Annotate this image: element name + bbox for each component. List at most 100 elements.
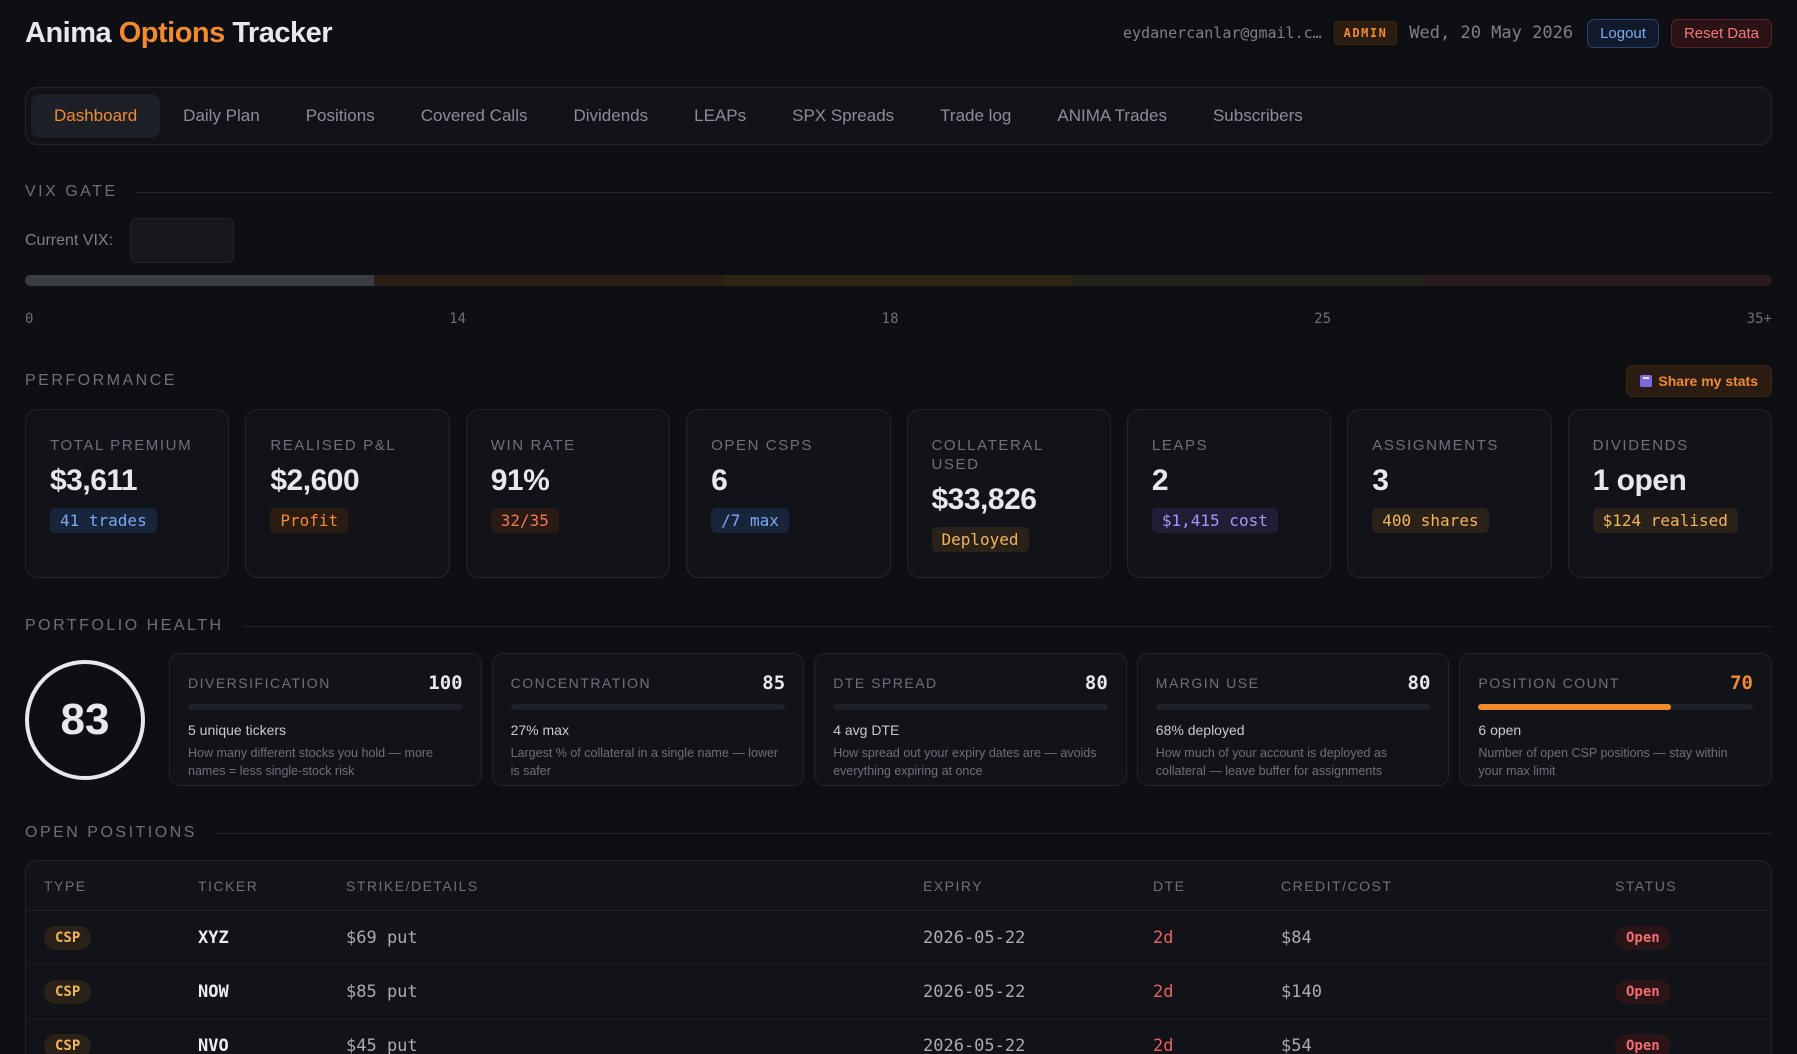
type-cell: CSP (44, 1033, 198, 1054)
tab-anima-trades[interactable]: ANIMA Trades (1057, 106, 1167, 125)
stat-value: 3 (1372, 464, 1389, 497)
table-header: TYPE TICKER STRIKE/DETAILS EXPIRY DTE CREDIT/… (26, 861, 1771, 911)
column-header: DTE (1153, 877, 1186, 894)
dte-cell: 2d (1153, 927, 1174, 948)
stat-value: 1 open (1592, 464, 1687, 497)
table-row[interactable]: CSP XYZ $69 put 2026-05-22 2d $84 Open (26, 911, 1771, 965)
tab-dashboard[interactable]: Dashboard (31, 94, 161, 138)
stat-badge: 32/35 (490, 508, 559, 533)
health-metric-value: 4 avg DTE (833, 722, 900, 738)
section-divider (135, 191, 1772, 193)
vix-label: Current VIX: (25, 231, 114, 249)
tab-spx-spreads[interactable]: SPX Spreads (792, 106, 895, 125)
tab-covered-calls[interactable]: Covered Calls (420, 106, 528, 125)
health-metric-header: MARGIN USE 80 (1156, 672, 1431, 694)
health-metric-card: DTE SPREAD 80 4 avg DTE How spread out your… (814, 653, 1127, 786)
calendar-icon (1640, 375, 1653, 387)
stat-badge: Profit (270, 508, 349, 533)
tab-subscribers[interactable]: Subscribers (1212, 106, 1303, 125)
vix-gauge-segment (1422, 275, 1772, 286)
stat-card: REALISED P&L $2,600 Profit (245, 409, 450, 578)
vix-gate-header: VIX GATE (25, 183, 1772, 201)
status-cell: Open (1615, 979, 1753, 1004)
stat-value: 6 (711, 464, 728, 497)
health-metric-cards: DIVERSIFICATION 100 5 unique tickers How ma… (169, 653, 1772, 786)
table-body: CSP XYZ $69 put 2026-05-22 2d $84 Open CSP NOW $8… (26, 911, 1771, 1054)
performance-title: PERFORMANCE (25, 372, 177, 389)
stat-card: WIN RATE 91% 32/35 (465, 409, 671, 578)
open-positions-title: OPEN POSITIONS (25, 824, 197, 841)
performance-header: PERFORMANCE Share my stats (25, 365, 1772, 397)
type-cell: CSP (44, 925, 198, 950)
role-badge: ADMIN (1333, 21, 1398, 45)
stat-label: WIN RATE (490, 437, 576, 454)
current-date: Wed, 20 May 2026 (1409, 23, 1574, 43)
health-score-circle: 83 (25, 659, 145, 780)
credit-cell: $54 (1281, 1035, 1312, 1054)
stat-label: DIVIDENDS (1592, 437, 1689, 454)
share-stats-button[interactable]: Share my stats (1626, 365, 1772, 397)
vix-input-row: Current VIX: (25, 218, 1772, 263)
health-metric-card: POSITION COUNT 70 6 open Number of open CSP… (1459, 653, 1772, 786)
table-row[interactable]: CSP NOW $85 put 2026-05-22 2d $140 Open (26, 965, 1771, 1019)
tab-positions[interactable]: Positions (305, 106, 375, 125)
health-metric-score: 70 (1730, 672, 1753, 694)
reset-data-button[interactable]: Reset Data (1670, 18, 1772, 48)
column-header: TYPE (44, 877, 87, 894)
column-header: TICKER (198, 877, 259, 894)
ticker-cell: NOW (198, 981, 229, 1002)
section-divider (214, 832, 1772, 834)
health-metric-bar (1478, 704, 1753, 710)
dte-cell: 2d (1153, 981, 1174, 1002)
health-metric-description: Number of open CSP positions — stay with… (1478, 746, 1728, 778)
expiry-cell: 2026-05-22 (923, 981, 1026, 1002)
stat-card: COLLATERAL USED $33,826 Deployed (906, 409, 1111, 578)
tab-dividends[interactable]: Dividends (573, 106, 649, 125)
section-divider (241, 625, 1772, 627)
health-metric-score: 85 (762, 672, 786, 694)
open-positions-header: OPEN POSITIONS (25, 824, 1772, 842)
vix-gauge-segment (374, 275, 724, 286)
column-header: CREDIT/COST (1281, 877, 1393, 894)
health-metric-header: DTE SPREAD 80 (833, 672, 1108, 694)
tab-trade-log[interactable]: Trade log (940, 106, 1012, 125)
type-badge: CSP (44, 1033, 92, 1054)
stat-badge: $124 realised (1592, 508, 1738, 533)
column-header: STRIKE/DETAILS (346, 877, 479, 894)
logout-button[interactable]: Logout (1587, 18, 1659, 48)
health-metric-value: 68% deployed (1155, 722, 1245, 738)
health-metric-label: DIVERSIFICATION (188, 675, 331, 691)
vix-gauge-bar (25, 275, 1772, 286)
health-metric-label: DTE SPREAD (833, 675, 938, 691)
stat-badge: Deployed (931, 527, 1029, 552)
health-metric-score: 80 (1407, 672, 1431, 694)
expiry-cell: 2026-05-22 (923, 1035, 1026, 1054)
vix-input[interactable] (130, 218, 235, 263)
tab-leaps[interactable]: LEAPs (694, 106, 747, 125)
health-metric-label: CONCENTRATION (510, 675, 652, 691)
credit-cell: $140 (1281, 981, 1322, 1002)
vix-gate-title: VIX GATE (25, 183, 118, 200)
health-metric-label: POSITION COUNT (1478, 675, 1620, 691)
type-cell: CSP (44, 979, 198, 1004)
portfolio-health-header: PORTFOLIO HEALTH (25, 617, 1772, 635)
type-badge: CSP (44, 979, 92, 1004)
health-metric-bar (833, 704, 1108, 710)
vix-gauge-segment (25, 275, 375, 286)
main-nav: Dashboard Daily Plan Positions Covered Call… (25, 87, 1772, 145)
stat-value: 91% (490, 464, 550, 497)
vix-gauge-segment (723, 275, 1074, 286)
stat-card: DIVIDENDS 1 open $124 realised (1567, 409, 1772, 578)
vix-gauge-ticks: 0 14 18 25 35+ (25, 311, 1772, 327)
stat-badge: /7 max (711, 508, 789, 533)
health-metric-description: How many different stocks you hold — mor… (188, 746, 434, 778)
details-cell: $69 put (346, 927, 418, 948)
health-metric-score: 100 (428, 672, 463, 694)
health-metric-bar (1155, 704, 1431, 710)
details-cell: $45 put (346, 1035, 418, 1054)
health-metric-card: DIVERSIFICATION 100 5 unique tickers How ma… (169, 653, 482, 786)
status-cell: Open (1615, 1033, 1753, 1054)
table-row[interactable]: CSP NVO $45 put 2026-05-22 2d $54 Open (26, 1019, 1771, 1054)
stat-value: 2 (1151, 464, 1169, 497)
tab-daily-plan[interactable]: Daily Plan (183, 106, 260, 125)
